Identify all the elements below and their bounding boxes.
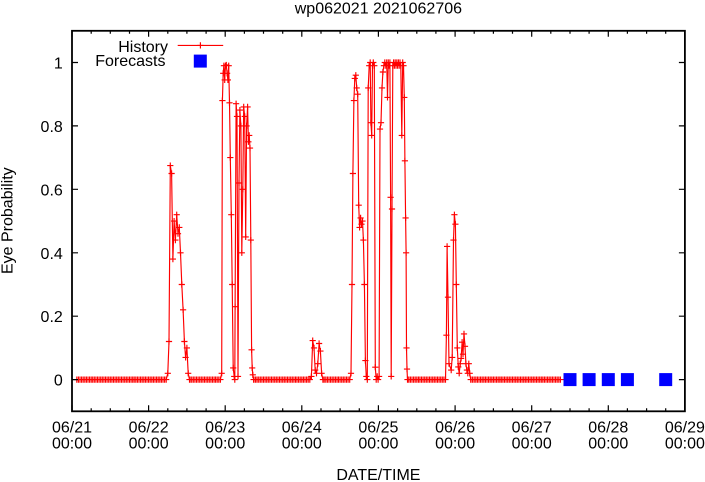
svg-text:00:00: 00:00 [129,435,169,452]
svg-text:1: 1 [54,56,63,73]
svg-text:06/29: 06/29 [665,419,705,436]
svg-text:06/25: 06/25 [358,419,398,436]
svg-text:0.2: 0.2 [41,309,63,326]
svg-text:06/27: 06/27 [512,419,552,436]
svg-text:00:00: 00:00 [588,435,628,452]
svg-text:DATE/TIME: DATE/TIME [336,467,420,482]
svg-text:06/24: 06/24 [282,419,322,436]
svg-text:00:00: 00:00 [282,435,322,452]
svg-text:Eye Probability: Eye Probability [0,167,17,274]
svg-text:00:00: 00:00 [52,435,92,452]
svg-text:00:00: 00:00 [205,435,245,452]
svg-text:History: History [118,39,168,56]
svg-text:0: 0 [54,373,63,390]
svg-text:06/28: 06/28 [588,419,628,436]
svg-text:00:00: 00:00 [358,435,398,452]
svg-text:0.4: 0.4 [41,246,63,263]
svg-text:wp062021 2021062706: wp062021 2021062706 [294,1,462,18]
svg-text:00:00: 00:00 [512,435,552,452]
svg-text:0.8: 0.8 [41,119,63,136]
svg-text:06/23: 06/23 [205,419,245,436]
svg-text:0.6: 0.6 [41,182,63,199]
svg-text:06/26: 06/26 [435,419,475,436]
svg-text:06/21: 06/21 [52,419,92,436]
svg-text:06/22: 06/22 [129,419,169,436]
svg-text:00:00: 00:00 [435,435,475,452]
svg-text:00:00: 00:00 [665,435,705,452]
svg-text:Forecasts: Forecasts [95,53,165,70]
